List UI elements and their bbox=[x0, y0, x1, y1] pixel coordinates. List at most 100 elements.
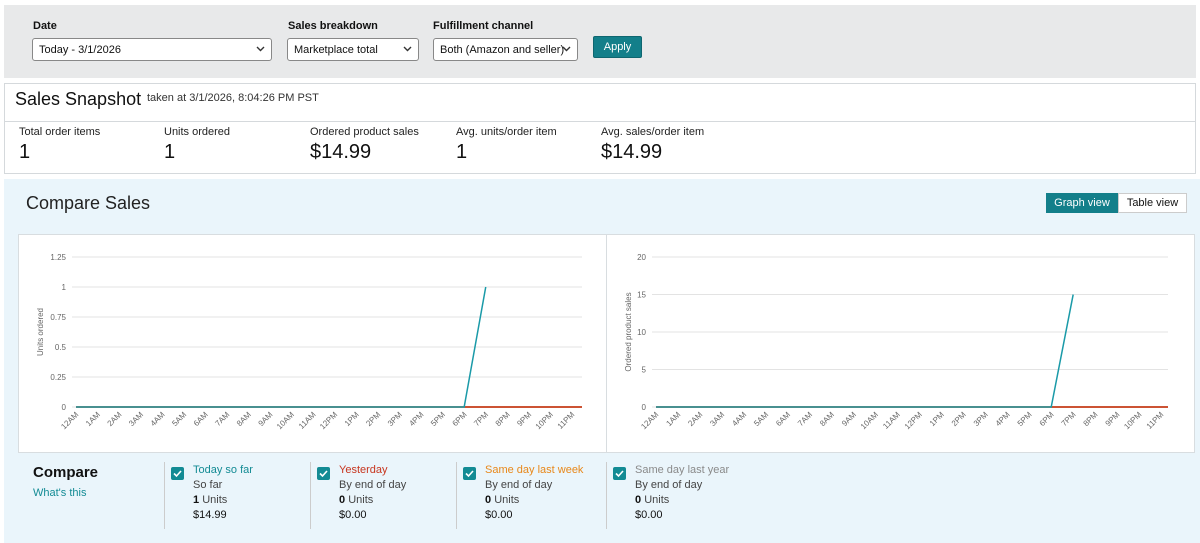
y-tick-label: 0 bbox=[62, 403, 67, 412]
x-tick-label: 9AM bbox=[257, 410, 275, 428]
units-label: Units bbox=[348, 494, 374, 506]
checkbox[interactable] bbox=[613, 467, 626, 480]
units-label: Units bbox=[202, 494, 228, 506]
x-tick-label: 6PM bbox=[1038, 410, 1056, 428]
period: So far bbox=[193, 479, 223, 491]
snapshot-time: taken at 3/1/2026, 8:04:26 PM PST bbox=[147, 92, 319, 104]
channel-select[interactable]: Both (Amazon and seller) bbox=[433, 38, 578, 61]
units-value: 0 bbox=[339, 494, 346, 506]
checkbox[interactable] bbox=[317, 467, 330, 480]
date-label: Date bbox=[33, 20, 57, 32]
x-tick-label: 1PM bbox=[343, 410, 361, 428]
x-tick-label: 7AM bbox=[796, 410, 814, 428]
x-tick-label: 11AM bbox=[297, 410, 318, 431]
check bbox=[319, 470, 328, 478]
graph-view-button[interactable]: Graph view bbox=[1046, 193, 1118, 213]
metric-value: 1 bbox=[164, 141, 176, 163]
x-tick-label: 5AM bbox=[170, 410, 188, 428]
units-label: Units bbox=[644, 494, 670, 506]
sales: $0.00 bbox=[635, 509, 663, 521]
metric-value: $14.99 bbox=[601, 141, 663, 163]
metric-label: Avg. sales/order item bbox=[601, 126, 705, 138]
units: 0 Units bbox=[339, 494, 373, 506]
x-tick-label: 12PM bbox=[318, 410, 339, 431]
check bbox=[465, 470, 474, 478]
card-divider bbox=[456, 462, 457, 529]
y-tick-label: 0.5 bbox=[55, 343, 67, 352]
x-tick-label: 12PM bbox=[903, 410, 924, 431]
x-tick-label: 6AM bbox=[192, 410, 210, 428]
x-tick-label: 2AM bbox=[106, 410, 124, 428]
y-tick-label: 0 bbox=[642, 403, 647, 412]
x-tick-label: 5PM bbox=[1016, 410, 1034, 428]
sales: $14.99 bbox=[193, 509, 227, 521]
x-tick-label: 2AM bbox=[686, 410, 704, 428]
y-axis-title: Ordered product sales bbox=[624, 292, 633, 371]
x-tick-label: 1PM bbox=[928, 410, 946, 428]
y-tick-label: 15 bbox=[637, 291, 646, 300]
x-tick-label: 2PM bbox=[950, 410, 968, 428]
x-tick-label: 8AM bbox=[235, 410, 253, 428]
x-tick-label: 7PM bbox=[472, 410, 490, 428]
date-select[interactable]: Today - 3/1/2026 bbox=[32, 38, 272, 61]
x-tick-label: 11PM bbox=[1145, 410, 1166, 431]
series-line bbox=[76, 286, 487, 408]
x-tick-label: 8PM bbox=[494, 410, 512, 428]
x-tick-label: 12AM bbox=[59, 410, 80, 431]
sales: $0.00 bbox=[485, 509, 513, 521]
y-axis-title: Units ordered bbox=[36, 308, 45, 356]
y-tick-label: 1.25 bbox=[50, 253, 66, 262]
x-tick-label: 5AM bbox=[752, 410, 770, 428]
x-tick-label: 1AM bbox=[84, 410, 102, 428]
checkbox[interactable] bbox=[171, 467, 184, 480]
x-tick-label: 5PM bbox=[429, 410, 447, 428]
apply-button[interactable]: Apply bbox=[593, 36, 642, 58]
x-tick-label: 4PM bbox=[407, 410, 425, 428]
units: 0 Units bbox=[635, 494, 669, 506]
channel-label: Fulfillment channel bbox=[433, 20, 534, 32]
card-divider bbox=[606, 462, 607, 529]
table-view-button[interactable]: Table view bbox=[1118, 193, 1187, 213]
check bbox=[615, 470, 624, 478]
x-tick-label: 1AM bbox=[664, 410, 682, 428]
y-tick-label: 20 bbox=[637, 253, 646, 262]
y-tick-label: 5 bbox=[642, 366, 647, 375]
card-divider bbox=[310, 462, 311, 529]
x-tick-label: 6AM bbox=[774, 410, 792, 428]
card-divider bbox=[164, 462, 165, 529]
metric-label: Avg. units/order item bbox=[456, 126, 557, 138]
breakdown-select[interactable]: Marketplace total bbox=[287, 38, 419, 61]
series-line bbox=[656, 294, 1074, 408]
series-name: Today so far bbox=[193, 464, 253, 476]
series-name: Same day last week bbox=[485, 464, 584, 476]
x-tick-label: 8AM bbox=[818, 410, 836, 428]
channel-value: Both (Amazon and seller) bbox=[440, 44, 565, 56]
x-tick-label: 10PM bbox=[1122, 410, 1143, 431]
metric-label: Total order items bbox=[19, 126, 101, 138]
chevron bbox=[256, 46, 265, 52]
chevron bbox=[403, 46, 412, 52]
units-chart: 0 0.25 0.5 0.75 1 1.25 Units ordered 12AM 1AM 2AM… bbox=[18, 234, 607, 453]
y-tick-label: 1 bbox=[62, 283, 67, 292]
x-tick-label: 10PM bbox=[534, 410, 555, 431]
snapshot-title: Sales Snapshot bbox=[15, 89, 142, 109]
x-tick-label: 11AM bbox=[881, 410, 902, 431]
checkbox[interactable] bbox=[463, 467, 476, 480]
x-tick-label: 3PM bbox=[972, 410, 990, 428]
x-tick-label: 9PM bbox=[1104, 410, 1122, 428]
metric-label: Ordered product sales bbox=[310, 126, 419, 138]
y-tick-label: 0.25 bbox=[50, 373, 66, 382]
y-tick-label: 10 bbox=[637, 328, 646, 337]
period: By end of day bbox=[485, 479, 553, 491]
units-label: Units bbox=[494, 494, 520, 506]
chevron bbox=[562, 46, 571, 52]
x-tick-label: 9PM bbox=[515, 410, 533, 428]
breakdown-value: Marketplace total bbox=[294, 44, 378, 56]
x-tick-label: 3AM bbox=[127, 410, 145, 428]
sales: $0.00 bbox=[339, 509, 367, 521]
divider bbox=[4, 121, 1196, 122]
x-tick-label: 3AM bbox=[708, 410, 726, 428]
whats-this-link[interactable]: What's this bbox=[33, 487, 87, 499]
